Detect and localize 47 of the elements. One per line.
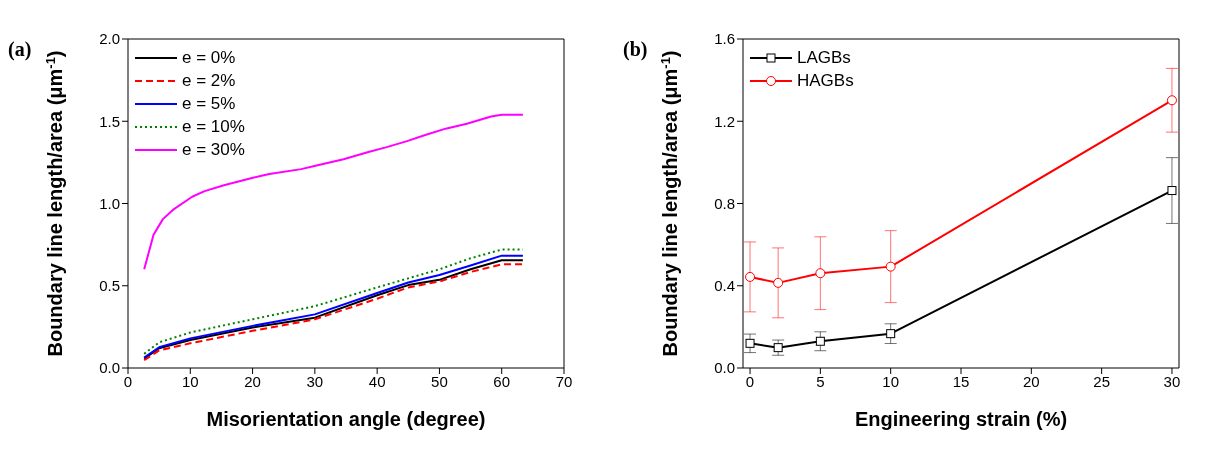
x-tick-label: 5 [816, 372, 825, 390]
text: (a) [8, 38, 32, 61]
x-tick-label: 20 [1022, 372, 1040, 390]
x-tick-label: 25 [1093, 372, 1110, 390]
y-tick-label: 1.0 [99, 194, 120, 212]
legend-label: e = 10% [182, 116, 245, 137]
point [815, 336, 825, 346]
text: (b) [623, 38, 648, 61]
y-tick-label: 0.8 [714, 194, 735, 212]
legend-label: e = 30% [182, 139, 245, 160]
x-tick-label: 50 [431, 372, 448, 390]
point [1166, 95, 1177, 106]
point [885, 261, 896, 272]
y-tick-label: 1.2 [714, 112, 735, 130]
point [815, 268, 826, 279]
x-tick-label: 20 [244, 372, 261, 390]
x-tick-label: 30 [1163, 372, 1181, 390]
x-tick-label: 0 [123, 372, 133, 390]
line-series [143, 113, 524, 271]
legend-label: e = 2% [182, 70, 236, 91]
x-axis-title: Engineering strain (%) [854, 408, 1068, 430]
y-tick-label: 1.6 [714, 30, 735, 48]
y-tick-label: 0.4 [714, 277, 735, 295]
y-tick-label: 2.0 [99, 30, 120, 48]
point [773, 277, 784, 288]
x-tick-label: 10 [882, 372, 900, 390]
x-tick-label: 60 [493, 372, 511, 390]
x-tick-label: 40 [368, 372, 386, 390]
y-tick-label: 0.0 [714, 359, 735, 377]
y-tick-label: 0.0 [99, 359, 120, 377]
y-tick-label: 0.5 [99, 277, 120, 295]
x-tick-label: 0 [745, 372, 755, 390]
x-tick-label: 70 [555, 372, 573, 390]
y-tick-label: 1.5 [99, 112, 120, 130]
legend-label: e = 5% [182, 93, 236, 114]
x-tick-label: 10 [181, 372, 199, 390]
point [773, 343, 783, 353]
legend-label: LAGBs [797, 47, 851, 68]
legend-label: e = 0% [182, 47, 236, 68]
legend-label: HAGBs [797, 70, 854, 91]
x-axis-title: Misorientation angle (degree) [206, 408, 486, 430]
point [745, 271, 756, 282]
x-tick-label: 15 [952, 372, 970, 390]
point [1167, 186, 1177, 196]
point [745, 338, 755, 348]
x-tick-label: 30 [306, 372, 324, 390]
point [886, 329, 896, 339]
